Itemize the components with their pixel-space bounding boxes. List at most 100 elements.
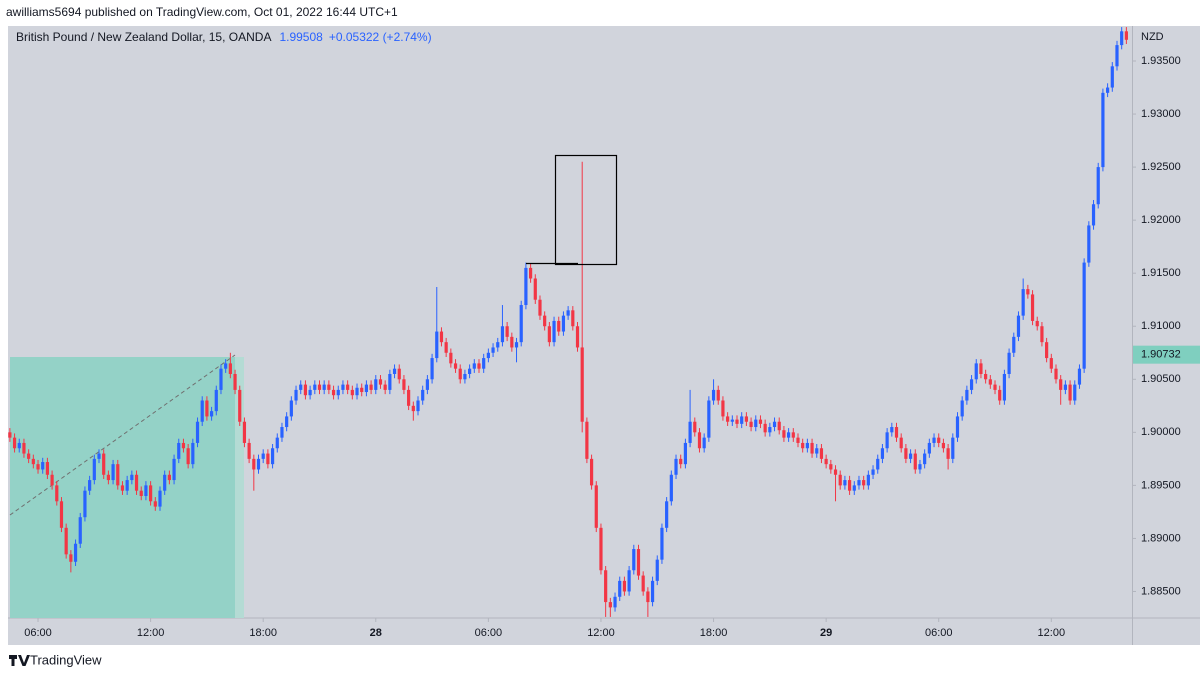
- candle-body: [280, 427, 284, 438]
- candle-body: [960, 400, 964, 417]
- candle-body: [880, 448, 885, 459]
- range-box-edge: [235, 357, 244, 618]
- candle-body: [533, 278, 537, 300]
- candle-body: [796, 437, 800, 443]
- candle-body: [566, 310, 570, 316]
- candle-body: [116, 464, 120, 486]
- time-axis-bg: [8, 618, 1132, 645]
- candle-body: [78, 517, 82, 544]
- candle-body: [876, 458, 880, 470]
- candle-body: [261, 453, 265, 459]
- publisher: awilliams5694 published on TradingView.c…: [6, 5, 398, 19]
- candle-body: [1110, 66, 1114, 88]
- candle-body: [397, 368, 401, 380]
- candle-body: [313, 384, 317, 390]
- candle-body: [27, 453, 31, 459]
- candle-body: [683, 442, 688, 465]
- candle-body: [430, 358, 434, 380]
- candle-body: [1059, 379, 1063, 390]
- candle-body: [937, 437, 941, 443]
- candle-body: [627, 570, 631, 592]
- candle-body: [585, 421, 589, 459]
- candle-body: [472, 363, 476, 369]
- candle-body: [815, 448, 819, 454]
- candle-body: [299, 384, 303, 390]
- candle-body: [402, 379, 406, 390]
- candle-body: [102, 453, 106, 475]
- candle-body: [740, 416, 744, 424]
- candle-body: [83, 490, 87, 518]
- candle-body: [547, 326, 551, 343]
- candle-body: [693, 421, 697, 433]
- candle-body: [242, 421, 247, 443]
- candle-body: [519, 305, 523, 343]
- candle-body: [524, 267, 528, 306]
- y-tick-label: 1.92500: [1141, 161, 1181, 173]
- candle-body: [998, 389, 1002, 401]
- candle-body: [167, 474, 171, 481]
- candle-body: [1040, 326, 1044, 343]
- candle-body: [754, 419, 758, 428]
- candle-body: [1087, 225, 1091, 263]
- candle-body: [913, 453, 917, 470]
- candle-body: [618, 580, 622, 597]
- candle-body: [838, 474, 842, 486]
- candle-body: [64, 527, 68, 555]
- candle-body: [604, 570, 608, 603]
- candle-body: [810, 442, 814, 454]
- candle-body: [200, 400, 204, 422]
- candle-body: [702, 437, 706, 449]
- candle-body: [716, 389, 720, 401]
- candle-body: [491, 347, 495, 353]
- candle-body: [946, 448, 950, 459]
- candle-body: [219, 368, 223, 390]
- candle-body: [660, 527, 664, 560]
- y-tick-label: 1.93000: [1141, 108, 1181, 120]
- candle-body: [1106, 87, 1110, 93]
- candle-body: [374, 379, 378, 390]
- candle-body: [468, 368, 472, 374]
- brand-logo: [9, 655, 30, 666]
- currency: NZD: [1141, 31, 1164, 43]
- candle-body: [31, 458, 35, 465]
- candle-body: [543, 315, 547, 327]
- candle-body: [974, 363, 978, 380]
- candle-body: [407, 389, 411, 406]
- candle-body: [941, 442, 946, 449]
- candle-body: [791, 432, 795, 438]
- candle-body: [819, 448, 824, 459]
- candle-body: [1124, 31, 1128, 40]
- candle-body: [22, 442, 26, 454]
- candle-body: [768, 427, 772, 433]
- candle-body: [589, 458, 594, 486]
- last-price: 1.99508: [279, 30, 323, 44]
- candle-body: [557, 320, 561, 332]
- candle-body: [552, 320, 556, 343]
- candle-body: [177, 442, 181, 459]
- candle-body: [721, 400, 725, 417]
- candle-body: [360, 387, 364, 393]
- x-tick-label: 06:00: [475, 627, 503, 639]
- candle-body: [674, 458, 678, 475]
- candle-body: [224, 363, 228, 369]
- candle-body: [303, 384, 308, 396]
- candle-body: [1073, 384, 1077, 401]
- candle-body: [862, 480, 866, 486]
- y-tick-label: 1.88500: [1141, 585, 1181, 597]
- candle-body: [247, 442, 251, 459]
- candle-body: [266, 453, 270, 465]
- candle-body: [1030, 294, 1035, 321]
- candle-body: [904, 448, 908, 459]
- candle-body: [871, 469, 875, 475]
- candle-body: [824, 458, 828, 465]
- candle-body: [988, 379, 992, 385]
- candle-body: [383, 384, 387, 390]
- candle-body: [571, 310, 575, 327]
- y-tick-label: 1.91000: [1141, 320, 1181, 332]
- candle-body: [421, 389, 425, 401]
- candle-body: [327, 384, 331, 390]
- candle-body: [866, 474, 870, 486]
- candle-body: [749, 421, 753, 428]
- candle-body: [697, 432, 702, 449]
